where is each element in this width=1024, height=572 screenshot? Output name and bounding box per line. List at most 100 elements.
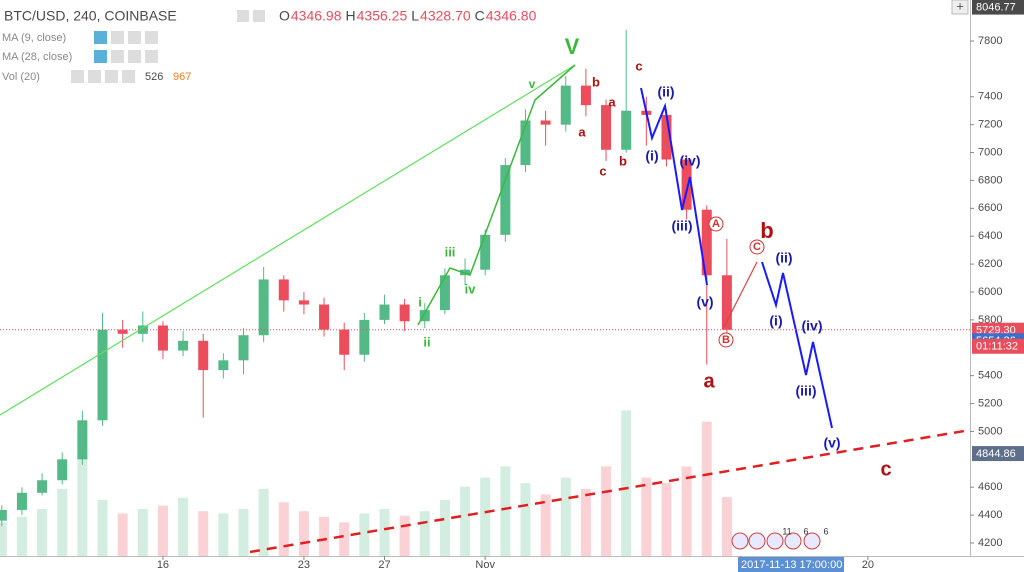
y-tick-label: 6200 (978, 258, 1002, 270)
volume-bar (278, 502, 289, 556)
wave-label: b (619, 153, 627, 168)
wave-label: (i) (645, 148, 658, 164)
price-badge-label: 4844.86 (976, 448, 1016, 460)
volume-bar (198, 511, 209, 556)
candle-body (319, 304, 330, 330)
candle-body (500, 165, 511, 235)
wave-label: C (753, 241, 761, 253)
volume-bar (298, 511, 309, 556)
candle-body (16, 492, 27, 510)
candle-body (621, 110, 632, 150)
wave-label: a (608, 94, 616, 109)
candle-body (97, 329, 108, 421)
countdown-badge (972, 338, 1024, 354)
candle-body (379, 304, 390, 320)
ohlc-key: O (279, 8, 290, 24)
candle-body (238, 335, 249, 361)
volume-bar (520, 483, 531, 556)
eye-icon[interactable] (94, 31, 107, 44)
wave-label: iii (445, 244, 456, 259)
candle-body (721, 275, 732, 330)
x-tick-label: 23 (298, 559, 310, 571)
wave-label: ii (423, 334, 430, 349)
ohlc-value: 4356.25 (357, 8, 408, 24)
volume-bar (178, 497, 189, 556)
event-icon (766, 532, 784, 550)
volume-bar (580, 488, 591, 556)
event-icon (731, 532, 749, 550)
wave-label: V (565, 34, 580, 59)
volume-bar (681, 466, 692, 556)
volume-bar (319, 516, 330, 556)
icon[interactable] (111, 50, 124, 63)
volume-bar (16, 516, 27, 556)
wave-label: c (635, 58, 642, 73)
indicator: Vol (20) (2, 71, 40, 83)
icon[interactable] (253, 10, 265, 22)
y-tick-label: 4400 (978, 509, 1002, 521)
x-tick-label: 2017-11-13 17:00:00 (741, 559, 842, 571)
candle-body (560, 85, 571, 125)
candle-body (520, 120, 531, 166)
volume-bar (419, 511, 430, 556)
wave-label: c (880, 458, 891, 480)
volume-bar (621, 410, 632, 556)
event-count: 6 (823, 526, 828, 536)
volume-bar (701, 421, 712, 556)
wave-label: b (760, 218, 773, 243)
y-tick-label: 4600 (978, 481, 1002, 493)
icon[interactable] (128, 50, 141, 63)
wave-label: (iii) (672, 218, 693, 234)
candle-body (218, 360, 229, 371)
price-badge (972, 446, 1024, 462)
wave-label: B (722, 334, 730, 346)
volume-bar (399, 515, 410, 556)
icon[interactable] (145, 31, 158, 44)
icon[interactable] (71, 70, 84, 83)
drawing (249, 428, 971, 554)
wave-label: v (529, 77, 536, 91)
zoom-button[interactable] (951, 0, 969, 15)
volume-bar (359, 513, 370, 556)
wave-label: b (592, 74, 600, 89)
candle-body (339, 329, 350, 355)
candle-body (117, 329, 128, 334)
candle-body (480, 234, 491, 270)
x-tick-label: 27 (378, 559, 390, 571)
wave-label: (v) (823, 435, 840, 451)
candle-body (359, 319, 370, 355)
icon[interactable] (111, 31, 124, 44)
event-icon (748, 532, 766, 550)
candle-body (37, 480, 48, 493)
wave-label: (ii) (657, 84, 674, 100)
candle-body (419, 310, 430, 322)
icon[interactable] (105, 70, 118, 83)
icon[interactable] (88, 70, 101, 83)
drawing (417, 64, 576, 326)
y-tick-label: 7000 (978, 146, 1002, 158)
y-tick-label: 4200 (978, 537, 1002, 549)
icon[interactable] (128, 31, 141, 44)
candle-body (399, 304, 410, 322)
candle-body (157, 325, 168, 351)
candle-body (57, 459, 68, 481)
symbol: BTC/USD, 240, COINBASE (4, 8, 177, 24)
icon[interactable] (237, 10, 249, 22)
wave-label: (iv) (680, 153, 701, 169)
icon[interactable] (145, 50, 158, 63)
icon[interactable] (122, 70, 135, 83)
volume-bar (97, 500, 108, 556)
wave-label: (iv) (802, 318, 823, 334)
volume-bar (480, 477, 491, 556)
x-tick-label: 20 (862, 559, 874, 571)
ohlc-value: 4346.98 (291, 8, 342, 24)
volume-bar (540, 494, 551, 556)
zoom-icon: + (956, 0, 964, 13)
wave-circle (749, 239, 765, 255)
volume-bar (258, 488, 269, 556)
event-count: 6 (803, 526, 808, 536)
eye-icon[interactable] (94, 50, 107, 63)
wave-label: a (703, 370, 715, 392)
event-icon (784, 532, 802, 550)
